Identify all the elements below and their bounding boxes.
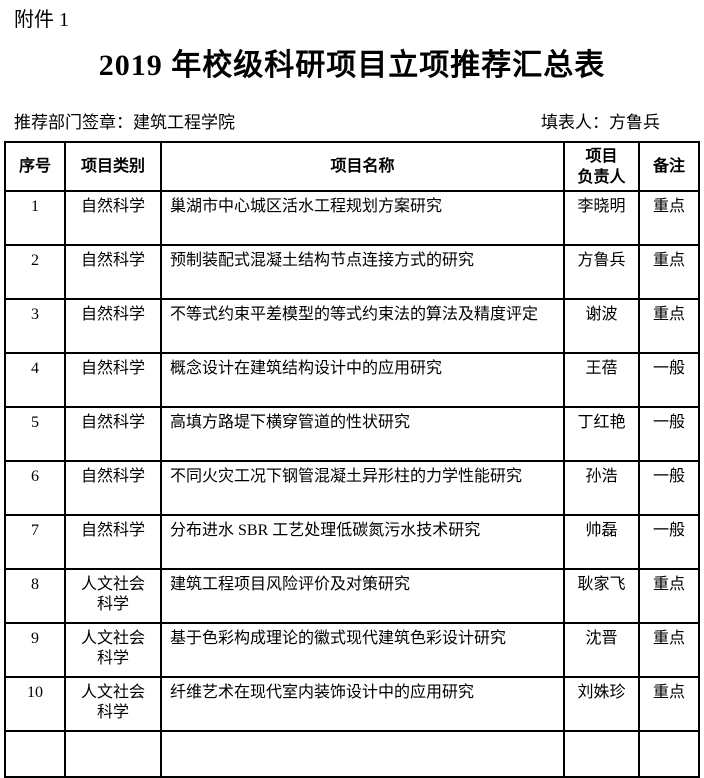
remark-cell: 一般 xyxy=(638,406,700,462)
category-cell: 自然科学 xyxy=(64,352,162,408)
category-cell: 自然科学 xyxy=(64,244,162,300)
header-name: 项目名称 xyxy=(160,141,565,192)
category-cell: 人文社会科学 xyxy=(64,622,162,678)
projects-table: 序号 项目类别 项目名称 项目负责人 备注 1 自然科学 巢湖市中心城区活水工程… xyxy=(4,141,700,778)
leader-cell: 丁红艳 xyxy=(563,406,640,462)
remark-cell: 一般 xyxy=(638,514,700,570)
seq-cell: 3 xyxy=(4,298,66,354)
seq-cell: 9 xyxy=(4,622,66,678)
category-cell: 自然科学 xyxy=(64,190,162,246)
remark-cell: 重点 xyxy=(638,190,700,246)
remark-cell: 一般 xyxy=(638,352,700,408)
name-cell: 建筑工程项目风险评价及对策研究 xyxy=(160,568,565,624)
seq-cell: 2 xyxy=(4,244,66,300)
leader-cell: 王蓓 xyxy=(563,352,640,408)
table-row: 5 自然科学 高填方路堤下横穿管道的性状研究 丁红艳 一般 xyxy=(4,406,700,462)
name-cell xyxy=(160,730,565,778)
leader-cell: 方鲁兵 xyxy=(563,244,640,300)
table-row: 2 自然科学 预制装配式混凝土结构节点连接方式的研究 方鲁兵 重点 xyxy=(4,244,700,300)
header-leader-line1: 项目 xyxy=(585,147,618,165)
attachment-label: 附件 1 xyxy=(14,9,69,31)
form-filler-field: 填表人：方鲁兵 xyxy=(541,113,660,132)
leader-cell xyxy=(563,730,640,778)
seq-cell: 8 xyxy=(4,568,66,624)
name-cell: 预制装配式混凝土结构节点连接方式的研究 xyxy=(160,244,565,300)
remark-cell: 重点 xyxy=(638,676,700,732)
remark-cell: 一般 xyxy=(638,460,700,516)
header-leader-line2: 负责人 xyxy=(577,168,626,186)
table-row: 1 自然科学 巢湖市中心城区活水工程规划方案研究 李晓明 重点 xyxy=(4,190,700,246)
remark-cell: 重点 xyxy=(638,568,700,624)
header-seq: 序号 xyxy=(4,141,66,192)
table-row-empty-clipped xyxy=(4,730,700,778)
seq-cell: 1 xyxy=(4,190,66,246)
remark-cell xyxy=(638,730,700,778)
category-cell: 自然科学 xyxy=(64,460,162,516)
leader-cell: 刘姝珍 xyxy=(563,676,640,732)
leader-cell: 沈晋 xyxy=(563,622,640,678)
header-remark: 备注 xyxy=(638,141,700,192)
table-row: 6 自然科学 不同火灾工况下钢管混凝土异形柱的力学性能研究 孙浩 一般 xyxy=(4,460,700,516)
table-header-row: 序号 项目类别 项目名称 项目负责人 备注 xyxy=(4,141,700,192)
remark-cell: 重点 xyxy=(638,244,700,300)
leader-cell: 耿家飞 xyxy=(563,568,640,624)
name-cell: 巢湖市中心城区活水工程规划方案研究 xyxy=(160,190,565,246)
meta-row: 推荐部门签章：建筑工程学院 填表人：方鲁兵 xyxy=(14,112,660,134)
seq-cell: 5 xyxy=(4,406,66,462)
seq-cell: 10 xyxy=(4,676,66,732)
category-cell: 自然科学 xyxy=(64,406,162,462)
name-cell: 概念设计在建筑结构设计中的应用研究 xyxy=(160,352,565,408)
table-row: 3 自然科学 不等式约束平差模型的等式约束法的算法及精度评定 谢波 重点 xyxy=(4,298,700,354)
name-cell: 不等式约束平差模型的等式约束法的算法及精度评定 xyxy=(160,298,565,354)
table-row: 7 自然科学 分布进水 SBR 工艺处理低碳氮污水技术研究 帅磊 一般 xyxy=(4,514,700,570)
table-row: 8 人文社会科学 建筑工程项目风险评价及对策研究 耿家飞 重点 xyxy=(4,568,700,624)
seq-cell: 6 xyxy=(4,460,66,516)
name-cell: 分布进水 SBR 工艺处理低碳氮污水技术研究 xyxy=(160,514,565,570)
seq-cell xyxy=(4,730,66,778)
category-cell: 自然科学 xyxy=(64,514,162,570)
seq-cell: 7 xyxy=(4,514,66,570)
leader-cell: 孙浩 xyxy=(563,460,640,516)
category-cell xyxy=(64,730,162,778)
name-cell: 纤维艺术在现代室内装饰设计中的应用研究 xyxy=(160,676,565,732)
leader-cell: 帅磊 xyxy=(563,514,640,570)
remark-cell: 重点 xyxy=(638,298,700,354)
name-cell: 不同火灾工况下钢管混凝土异形柱的力学性能研究 xyxy=(160,460,565,516)
category-cell: 自然科学 xyxy=(64,298,162,354)
table-row: 9 人文社会科学 基于色彩构成理论的徽式现代建筑色彩设计研究 沈晋 重点 xyxy=(4,622,700,678)
category-cell: 人文社会科学 xyxy=(64,676,162,732)
page-title: 2019 年校级科研项目立项推荐汇总表 xyxy=(98,49,606,82)
header-leader: 项目 负责人 xyxy=(563,141,640,192)
seq-cell: 4 xyxy=(4,352,66,408)
table-row: 4 自然科学 概念设计在建筑结构设计中的应用研究 王蓓 一般 xyxy=(4,352,700,408)
header-category: 项目类别 xyxy=(64,141,162,192)
table-row: 10 人文社会科学 纤维艺术在现代室内装饰设计中的应用研究 刘姝珍 重点 xyxy=(4,676,700,732)
category-cell: 人文社会科学 xyxy=(64,568,162,624)
name-cell: 基于色彩构成理论的徽式现代建筑色彩设计研究 xyxy=(160,622,565,678)
remark-cell: 重点 xyxy=(638,622,700,678)
name-cell: 高填方路堤下横穿管道的性状研究 xyxy=(160,406,565,462)
leader-cell: 李晓明 xyxy=(563,190,640,246)
recommending-department-field: 推荐部门签章：建筑工程学院 xyxy=(14,113,235,132)
leader-cell: 谢波 xyxy=(563,298,640,354)
